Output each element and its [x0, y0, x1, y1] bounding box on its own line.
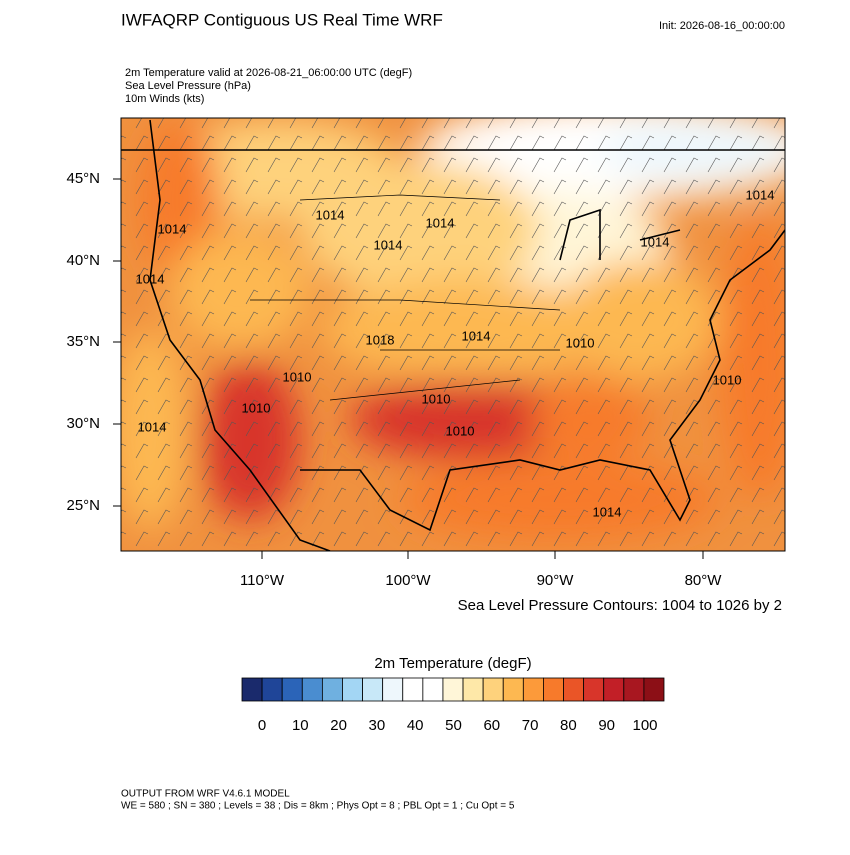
contour-label: 1010	[446, 423, 475, 438]
contour-label: 1010	[283, 369, 312, 384]
colorbar-swatch	[623, 677, 645, 702]
colorbar-swatch	[583, 677, 605, 702]
colorbar-swatch	[301, 677, 323, 702]
lon-label: 90°W	[537, 572, 575, 589]
contour-label: 1014	[746, 187, 775, 202]
contour-caption: Sea Level Pressure Contours: 1004 to 102…	[458, 597, 782, 614]
colorbar-swatch	[462, 677, 484, 702]
footer-line: OUTPUT FROM WRF V4.6.1 MODEL	[121, 789, 290, 800]
lat-label: 35°N	[66, 333, 100, 350]
contour-label: 1014	[641, 234, 670, 249]
lat-label: 30°N	[66, 415, 100, 432]
footer-line: WE = 580 ; SN = 380 ; Levels = 38 ; Dis …	[121, 801, 515, 812]
contour-label: 1010	[422, 391, 451, 406]
colorbar-swatch	[362, 677, 384, 702]
lat-label: 40°N	[66, 252, 100, 269]
contour-label: 1018	[366, 332, 395, 347]
colorbar-swatch	[342, 677, 363, 702]
field-description: 10m Winds (kts)	[125, 93, 204, 105]
colorbar-label: 0	[258, 717, 266, 734]
colorbar-swatch	[281, 677, 303, 702]
colorbar-label: 30	[369, 717, 386, 734]
contour-label: 1014	[138, 419, 167, 434]
contour-label: 1014	[136, 271, 165, 286]
colorbar-swatch	[563, 677, 585, 702]
contour-label: 1014	[316, 207, 345, 222]
lat-label: 25°N	[66, 497, 100, 514]
colorbar-label: 70	[522, 717, 539, 734]
field-description: Sea Level Pressure (hPa)	[125, 80, 251, 92]
colorbar-label: 40	[407, 717, 424, 734]
lon-label: 100°W	[385, 572, 431, 589]
colorbar-swatch	[442, 677, 464, 702]
init-time: Init: 2026-08-16_00:00:00	[659, 20, 785, 32]
colorbar-label: 20	[330, 717, 347, 734]
field-description: 2m Temperature valid at 2026-08-21_06:00…	[125, 67, 412, 79]
contour-label: 1014	[462, 328, 491, 343]
contour-label: 1010	[713, 372, 742, 387]
colorbar-title: 2m Temperature (degF)	[374, 655, 531, 672]
contour-label: 1010	[566, 335, 595, 350]
colorbar-swatch	[241, 677, 263, 702]
colorbar-label: 100	[632, 717, 657, 734]
colorbar-swatch	[422, 677, 444, 702]
contour-label: 1010	[242, 400, 271, 415]
contour-label: 1014	[374, 237, 403, 252]
contour-label: 1014	[426, 215, 455, 230]
colorbar-swatch	[261, 677, 283, 702]
colorbar-label: 60	[483, 717, 500, 734]
lon-label: 80°W	[685, 572, 723, 589]
map	[121, 118, 785, 551]
colorbar-swatch	[321, 677, 343, 702]
colorbar-label: 10	[292, 717, 309, 734]
lon-label: 110°W	[240, 572, 285, 589]
map-frame	[120, 117, 786, 552]
colorbar-label: 50	[445, 717, 462, 734]
colorbar-label: 80	[560, 717, 577, 734]
colorbar-swatch	[603, 677, 625, 702]
title: IWFAQRP Contiguous US Real Time WRF	[121, 10, 443, 29]
colorbar-swatch	[643, 677, 665, 702]
colorbar-swatch	[543, 677, 564, 702]
colorbar-swatch	[522, 677, 544, 702]
colorbar-swatch	[482, 677, 504, 702]
contour-label: 1014	[158, 221, 187, 236]
colorbar-label: 90	[598, 717, 615, 734]
colorbar-swatch	[502, 677, 524, 702]
colorbar-swatch	[402, 677, 424, 702]
colorbar-swatch	[382, 677, 404, 702]
lat-label: 45°N	[66, 170, 100, 187]
contour-label: 1014	[593, 504, 622, 519]
